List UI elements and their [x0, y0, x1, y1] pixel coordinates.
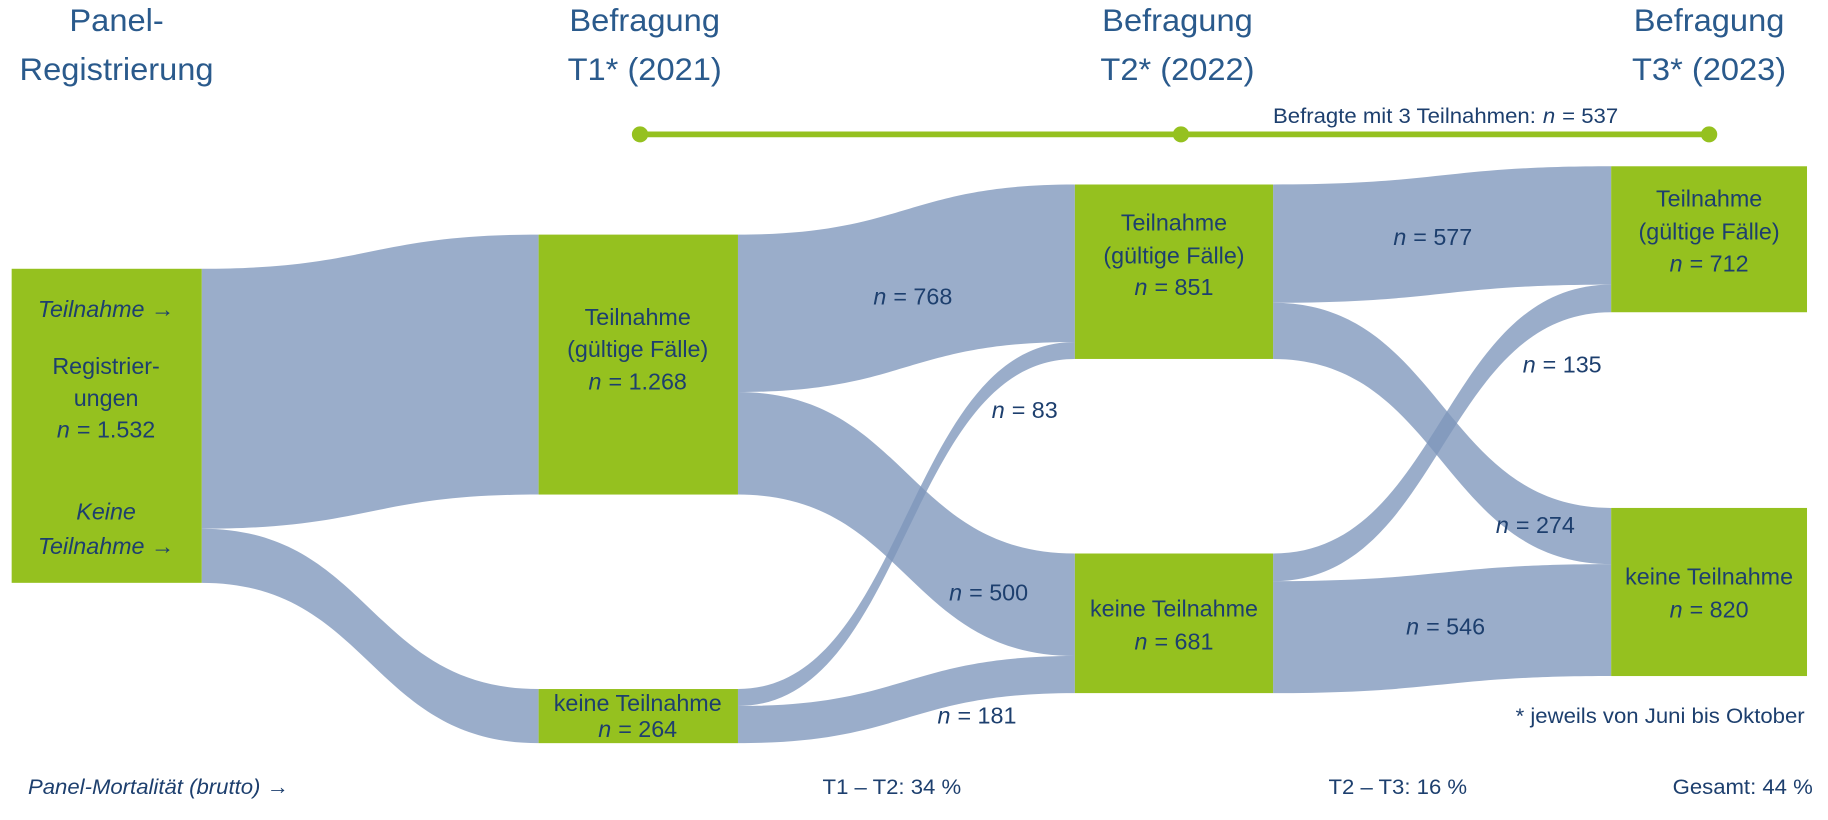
mortality-label: Panel-Mortalität (brutto) → [28, 774, 289, 799]
footnote: * jeweils von Juni bis Oktober [1516, 703, 1805, 728]
flow [1273, 166, 1612, 303]
mortality-item: Gesamt: 44 % [1673, 774, 1813, 799]
node-count: n = 712 [1670, 251, 1749, 277]
node [538, 234, 738, 495]
column-header: Befragung [1634, 3, 1785, 39]
n-value: = 681 [1154, 629, 1213, 655]
node [1611, 507, 1808, 677]
node-count: n = 851 [1135, 275, 1214, 301]
n-value: = 546 [1426, 614, 1485, 640]
n-value: = 851 [1154, 275, 1213, 301]
column-header: Panel- [69, 3, 163, 39]
node-count: n = 1.532 [57, 417, 155, 443]
flows [201, 166, 1612, 744]
node-count: n = 264 [598, 716, 677, 742]
flow [1273, 564, 1612, 694]
node [538, 689, 738, 744]
mortality-item: T1 – T2: 34 % [823, 774, 962, 799]
bar-label: Befragte mit 3 Teilnahmen: n = 537 [1273, 103, 1618, 128]
n-symbol: n [1406, 614, 1419, 640]
flow-label: n = 83 [992, 398, 1058, 424]
n-symbol: n [1523, 352, 1536, 378]
node-label: Teilnahme [1121, 210, 1227, 236]
flow [201, 234, 539, 529]
node-note: Keine [76, 499, 136, 525]
node-count: n = 1.268 [589, 369, 687, 395]
flow-label: n = 546 [1406, 614, 1485, 640]
n-value: = 577 [1413, 224, 1472, 250]
node-label: (gültige Fälle) [1103, 243, 1244, 269]
n-value: = 537 [1562, 103, 1618, 128]
node-note: Teilnahme → [38, 533, 174, 559]
n-value: = 500 [969, 580, 1028, 606]
bar-dot [1172, 126, 1190, 143]
bar-text: Befragte mit 3 Teilnahmen: [1273, 103, 1536, 128]
column-header: Befragung [569, 3, 720, 39]
flow [737, 341, 1075, 707]
n-value: = 181 [957, 703, 1016, 729]
node-label: (gültige Fälle) [567, 336, 708, 362]
n-symbol: n [949, 580, 962, 606]
bar-dot [631, 126, 649, 143]
flow-label: n = 181 [937, 703, 1016, 729]
flow-label: n = 577 [1393, 224, 1472, 250]
n-symbol: n [992, 398, 1005, 424]
node-count: n = 820 [1670, 597, 1749, 623]
node [1074, 553, 1274, 694]
flow [1273, 284, 1612, 582]
column-header: T1* (2021) [568, 52, 722, 88]
n-symbol: n [1496, 513, 1509, 539]
column-header: T2* (2022) [1100, 52, 1254, 88]
n-value: = 264 [618, 716, 677, 742]
n-symbol: n [1393, 224, 1406, 250]
flow-label: n = 500 [949, 580, 1028, 606]
node-label: (gültige Fälle) [1639, 219, 1780, 245]
n-symbol: n [873, 284, 886, 310]
node-label: Teilnahme [1656, 186, 1762, 212]
column-header: Befragung [1102, 3, 1253, 39]
n-value: = 1.532 [77, 417, 155, 443]
n-symbol: n [1670, 251, 1683, 277]
flow [201, 528, 539, 744]
n-value: = 83 [1012, 398, 1058, 424]
n-symbol: n [1135, 275, 1148, 301]
node-label: keine Teilnahme [1090, 596, 1258, 622]
n-value: = 768 [893, 284, 952, 310]
node-note: Teilnahme → [38, 296, 174, 322]
node-label: keine Teilnahme [1625, 564, 1793, 590]
n-symbol: n [598, 716, 611, 742]
n-value: = 712 [1690, 251, 1749, 277]
column-header: Registrierung [20, 52, 214, 88]
flow-label: n = 135 [1523, 352, 1602, 378]
flow-label: n = 768 [873, 284, 952, 310]
n-value: = 135 [1543, 352, 1602, 378]
node-label: Registrier- [52, 353, 159, 379]
node-label: ungen [74, 385, 139, 411]
node [1611, 166, 1808, 313]
node-label: Teilnahme [585, 304, 691, 330]
n-symbol: n [1135, 629, 1148, 655]
node [1074, 184, 1274, 359]
n-symbol: n [1543, 103, 1555, 128]
n-value: = 820 [1690, 597, 1749, 623]
flow [737, 184, 1075, 393]
n-symbol: n [937, 703, 950, 729]
flow [737, 656, 1075, 744]
column-header: T3* (2023) [1632, 52, 1786, 88]
n-symbol: n [57, 417, 70, 443]
n-value: = 1.268 [608, 369, 686, 395]
node-count: n = 681 [1135, 629, 1214, 655]
n-symbol: n [589, 369, 602, 395]
mortality-item: T2 – T3: 16 % [1329, 774, 1468, 799]
nodes [11, 166, 1808, 744]
node [11, 268, 202, 583]
n-symbol: n [1670, 597, 1683, 623]
n-value: = 274 [1516, 513, 1575, 539]
labels: Panel- Registrierung Befragung T1* (2021) Be… [20, 3, 1813, 799]
flow-label: n = 274 [1496, 513, 1575, 539]
bar-dot [1700, 126, 1718, 143]
node-label: keine Teilnahme [554, 690, 722, 716]
